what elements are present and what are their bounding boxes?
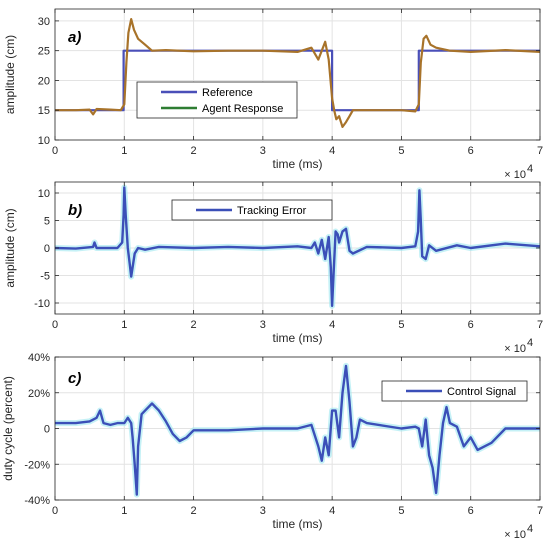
legend-label-1: Reference	[202, 87, 253, 99]
x-tick-label: 4	[329, 505, 335, 517]
x-tick-label: 7	[537, 319, 543, 331]
x-tick-label: 2	[191, 145, 197, 157]
y-tick-label: 15	[38, 105, 50, 117]
y-tick-label: 40%	[28, 352, 50, 364]
panel-label: b)	[68, 202, 82, 219]
x-tick-label: 6	[468, 145, 474, 157]
legend-box	[136, 81, 298, 119]
plot-area	[55, 9, 540, 140]
x-tick-label: 0	[52, 505, 58, 517]
y-tick-label: 20%	[28, 388, 50, 400]
x-tick-label: 1	[121, 319, 127, 331]
x-tick-label: 7	[537, 145, 543, 157]
y-tick-label: -40%	[24, 495, 50, 507]
y-tick-label: 0	[44, 243, 50, 255]
x-tick-label: 1	[121, 145, 127, 157]
x-tick-label: 0	[52, 145, 58, 157]
x-tick-label: 7	[537, 505, 543, 517]
panel-label: c)	[68, 370, 81, 387]
x-tick-label: 0	[52, 319, 58, 331]
x-axis-label: time (ms)	[273, 331, 323, 345]
legend-label-1: Tracking Error	[237, 205, 307, 217]
y-tick-label: 30	[38, 16, 50, 28]
x-multiplier: × 10	[504, 529, 526, 541]
x-axis-label: time (ms)	[273, 157, 323, 171]
legend-box	[381, 380, 528, 402]
x-multiplier-exponent: 4	[527, 337, 533, 349]
legend-label-2: Agent Response	[202, 103, 283, 115]
chart-panel-3: 0 1 2 3 4 5 6 7-40%-20%020%40%time (ms)× 10 4dut…	[1, 352, 543, 541]
x-tick-label: 3	[260, 319, 266, 331]
plot-frame	[54, 8, 541, 141]
y-tick-label: 0	[44, 424, 50, 436]
y-tick-label: 5	[44, 216, 50, 228]
y-tick-label: 10	[38, 188, 50, 200]
y-tick-label: -10	[34, 298, 50, 310]
x-tick-label: 3	[260, 505, 266, 517]
x-tick-label: 4	[329, 145, 335, 157]
y-tick-label: 25	[38, 46, 50, 58]
y-tick-label: -5	[40, 271, 50, 283]
x-tick-label: 5	[398, 505, 404, 517]
series-line-1	[54, 186, 541, 307]
y-tick-label: 20	[38, 75, 50, 87]
x-tick-label: 1	[121, 505, 127, 517]
x-multiplier-exponent: 4	[527, 163, 533, 175]
x-multiplier: × 10	[504, 169, 526, 181]
legend: Reference Agent Response	[136, 81, 298, 119]
panel-label: a)	[68, 29, 81, 46]
legend: Tracking Error	[171, 199, 333, 221]
x-tick-label: 2	[191, 505, 197, 517]
series-line-1	[55, 364, 540, 496]
legend-box	[171, 199, 333, 221]
x-tick-label: 5	[398, 145, 404, 157]
x-tick-label: 6	[468, 505, 474, 517]
legend: Control Signal	[381, 380, 528, 402]
y-tick-label: 10	[38, 135, 50, 147]
x-multiplier: × 10	[504, 343, 526, 355]
y-axis-label: amplitude (cm)	[3, 208, 17, 287]
x-tick-label: 2	[191, 319, 197, 331]
x-tick-label: 3	[260, 145, 266, 157]
x-axis-label: time (ms)	[273, 517, 323, 531]
x-tick-label: 6	[468, 319, 474, 331]
x-tick-label: 5	[398, 319, 404, 331]
y-tick-label: -20%	[24, 459, 50, 471]
series-line-2	[55, 18, 541, 129]
x-multiplier-exponent: 4	[527, 523, 533, 535]
legend-label-1: Control Signal	[447, 386, 516, 398]
y-axis-label: amplitude (cm)	[3, 35, 17, 114]
x-tick-label: 4	[329, 319, 335, 331]
y-axis-label: duty cycle (percent)	[1, 376, 15, 481]
